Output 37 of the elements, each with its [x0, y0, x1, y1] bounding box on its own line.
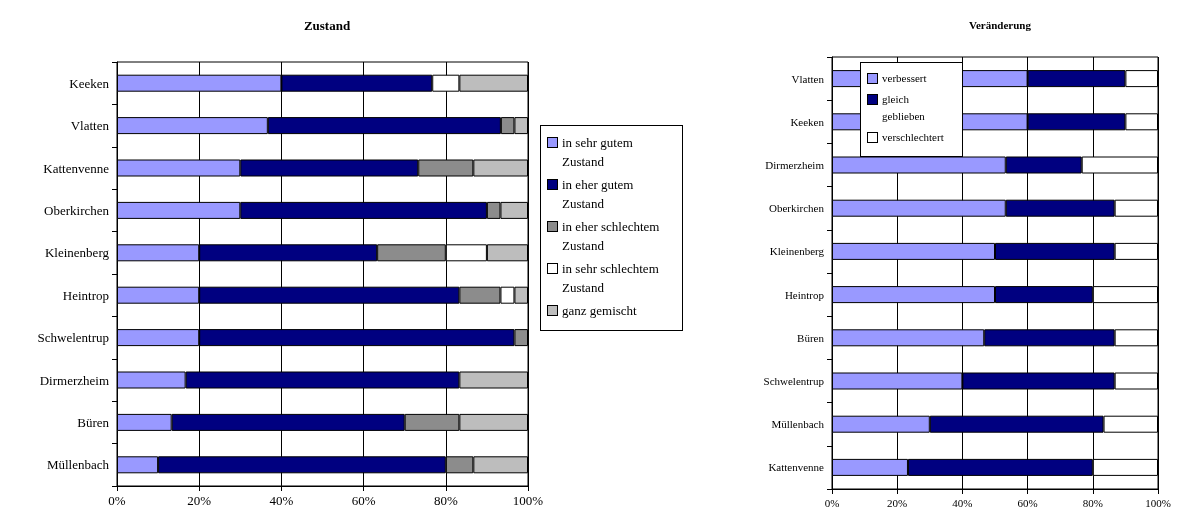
- y-tick-label: Kattenvenne: [768, 461, 825, 474]
- y-tick-label: Oberkirchen: [44, 202, 110, 218]
- x-tick-label: 60%: [351, 493, 376, 508]
- x-tick-label: 0%: [108, 493, 126, 508]
- legend-label: verbessert: [882, 71, 928, 86]
- x-tick-label: 20%: [187, 493, 212, 508]
- x-tick-label: 100%: [512, 493, 544, 508]
- y-tick-label: Keeken: [69, 75, 110, 91]
- x-tick-label: 0%: [824, 496, 840, 509]
- y-tick-label: Vlatten: [791, 72, 825, 85]
- y-tick-label: Oberkirchen: [769, 202, 825, 215]
- x-tick-label: 80%: [433, 493, 458, 508]
- legend-label: ganz gemischt: [562, 302, 638, 320]
- legend-label: verschlechtert: [882, 130, 945, 145]
- x-tick-label: 40%: [269, 493, 294, 508]
- y-tick-label: Büren: [797, 331, 825, 344]
- y-tick-label: Vlatten: [70, 118, 110, 134]
- y-tick-label: Müllenbach: [46, 457, 110, 473]
- x-tick-label: 60%: [1017, 496, 1038, 509]
- x-tick-label: 20%: [887, 496, 908, 509]
- y-tick-label: Kattenvenne: [43, 160, 110, 176]
- y-tick-label: Dirmerzheim: [39, 372, 109, 388]
- chart-title: Veränderung: [969, 18, 1032, 31]
- y-tick-label: Müllenbach: [771, 418, 825, 431]
- y-tick-label: Kleinenberg: [769, 245, 825, 258]
- x-tick-label: 80%: [1082, 496, 1103, 509]
- y-tick-label: Schwelentrup: [763, 375, 825, 387]
- y-tick-label: Kleinenberg: [44, 245, 110, 261]
- y-tick-label: Heintrop: [62, 287, 109, 303]
- y-tick-label: Heintrop: [784, 288, 825, 301]
- y-tick-label: Dirmerzheim: [765, 159, 825, 171]
- y-tick-label: Büren: [77, 414, 110, 430]
- x-tick-label: 100%: [1145, 496, 1171, 509]
- x-tick-label: 40%: [952, 496, 973, 509]
- chart-title: Zustand: [303, 18, 351, 33]
- y-tick-label: Keeken: [790, 115, 825, 128]
- y-tick-label: Schwelentrup: [37, 330, 109, 346]
